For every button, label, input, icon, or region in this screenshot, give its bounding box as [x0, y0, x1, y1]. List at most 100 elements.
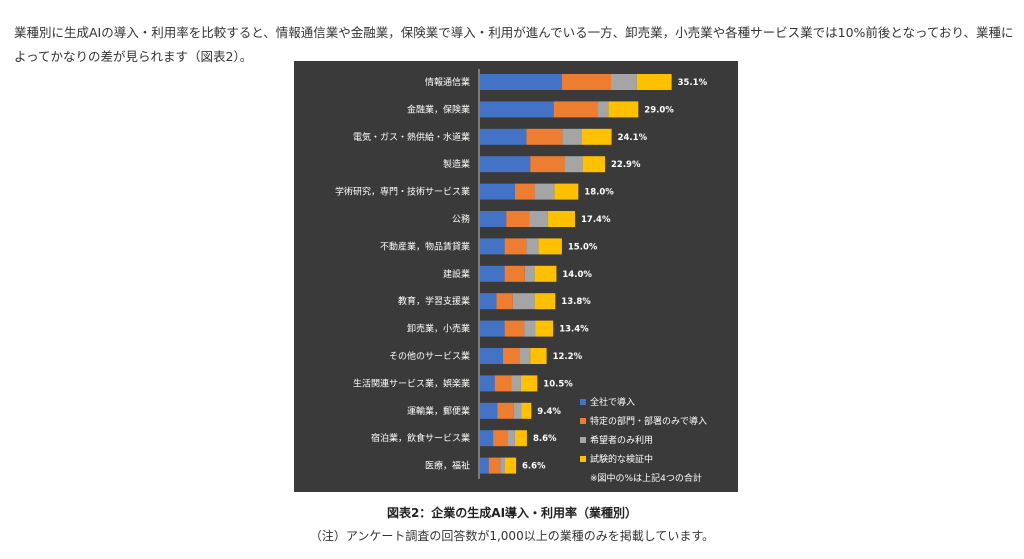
total-label: 9.4% — [537, 407, 561, 417]
total-label: 22.9% — [611, 160, 641, 170]
total-label: 12.2% — [553, 352, 583, 362]
category-label: 製造業 — [443, 158, 470, 170]
bar-segment — [480, 183, 515, 200]
bar-segment — [534, 265, 557, 282]
total-label: 13.4% — [559, 325, 589, 335]
bar-segment — [511, 375, 521, 392]
total-label: 13.8% — [561, 297, 591, 307]
bar-segment — [608, 101, 639, 118]
total-label: 24.1% — [618, 133, 648, 143]
bar-segment — [519, 348, 531, 364]
figure-note: （注）アンケート調査の回答数が1,000以上の業種のみを掲載しています。 — [309, 529, 715, 543]
bar-segment — [480, 156, 531, 173]
bar-segment — [547, 211, 575, 227]
bar-segment — [494, 375, 512, 392]
category-label: 不動産業，物品賃貸業 — [380, 240, 470, 252]
legend-swatch — [580, 437, 586, 443]
bar-segment — [488, 457, 501, 474]
bar-segment — [564, 156, 583, 173]
legend-swatch — [580, 399, 586, 405]
bar-segment — [524, 265, 535, 282]
bar-segment — [514, 183, 535, 200]
bar-segment — [506, 211, 530, 227]
total-labels: 35.1% 29.0% 24.1% 22.9% 18.0% 17.4% 15.0% 14.0%… — [522, 78, 708, 472]
bar-segment — [526, 128, 563, 145]
bar-segment — [597, 101, 609, 118]
bar-segment — [500, 457, 505, 474]
category-label: 学術研究，専門・技術サービス業 — [335, 186, 470, 198]
bar-segment — [538, 238, 562, 255]
bar-segment — [493, 430, 508, 447]
total-label: 18.0% — [584, 188, 614, 198]
bar-segment — [480, 375, 495, 392]
bar-segment — [513, 402, 522, 419]
bar-segment — [507, 430, 515, 447]
legend-note: ※図中の%は上記4つの合計 — [590, 472, 702, 484]
bar-segments — [480, 74, 672, 474]
figure-caption: 図表2：企業の生成AI導入・利用率（業種別） — [386, 506, 638, 520]
chart-panel: 情報通信業 金融業，保険業 電気・ガス・熱供給・水道業 製造業 学術研究，専門・技術サー… — [294, 61, 738, 492]
category-label: 生活関連サービス業，娯楽業 — [353, 377, 470, 389]
total-label: 14.0% — [562, 270, 592, 280]
bar-segment — [535, 320, 554, 337]
bar-segment — [480, 128, 527, 145]
bar-segment — [504, 457, 517, 474]
total-label: 6.6% — [522, 462, 546, 472]
bar-segment — [497, 402, 514, 419]
category-label: 医療，福祉 — [425, 460, 470, 472]
category-label: 卸売業，小売業 — [407, 323, 470, 335]
bar-segment — [512, 293, 535, 310]
total-label: 10.5% — [543, 379, 573, 389]
legend-entry: 特定の部門・部署のみで導入 — [590, 415, 707, 427]
bar-segment — [504, 238, 527, 255]
category-labels: 情報通信業金融業，保険業電気・ガス・熱供給・水道業製造業学術研究，専門・技術サー… — [335, 76, 470, 472]
intro-paragraph: 業種別に生成AIの導入・利用率を比較すると、情報通信業や金融業，保険業で導入・利… — [14, 24, 1014, 64]
total-label: 8.6% — [533, 434, 557, 444]
legend-entry: 試験的な検証中 — [590, 453, 653, 465]
bar-segment — [534, 293, 556, 310]
bar-segment — [480, 320, 505, 337]
bar-segment — [480, 74, 562, 90]
bar-segment — [561, 74, 611, 90]
bar-segment — [480, 265, 505, 282]
bar-segment — [582, 156, 605, 173]
bar-segment — [520, 375, 538, 392]
bar-segment — [526, 238, 539, 255]
category-label: その他のサービス業 — [389, 350, 470, 362]
category-label: 金融業，保険業 — [407, 103, 470, 115]
bar-segment — [514, 430, 527, 447]
bar-segment — [534, 183, 555, 200]
category-label: 情報通信業 — [425, 76, 470, 88]
bar-segment — [504, 320, 525, 337]
bar-segment — [480, 430, 494, 447]
bar-segment — [480, 348, 503, 364]
bar-segment — [521, 402, 532, 419]
bar-segment — [581, 128, 612, 145]
bar-segment — [524, 320, 536, 337]
category-label: 建設業 — [443, 268, 470, 280]
category-label: 公務 — [452, 213, 470, 225]
bar-segment — [480, 238, 505, 255]
legend-entry: 希望者のみ利用 — [590, 434, 653, 446]
category-label: 宿泊業，飲食サービス業 — [371, 432, 470, 444]
total-label: 29.0% — [644, 105, 674, 115]
legend-swatch — [580, 418, 586, 424]
legend-entry: 全社で導入 — [590, 396, 635, 408]
total-label: 35.1% — [678, 78, 708, 88]
bar-segment — [554, 183, 579, 200]
bar-segment — [530, 156, 565, 173]
category-label: 教育，学習支援業 — [398, 295, 470, 307]
bar-segment — [480, 293, 497, 310]
bar-segment — [480, 211, 507, 227]
bar-segment — [562, 128, 582, 145]
total-label: 17.4% — [581, 215, 611, 225]
bar-segment — [529, 211, 548, 227]
bar-segment — [480, 101, 554, 118]
bar-segment — [530, 348, 547, 364]
bar-segment — [496, 293, 513, 310]
stacked-bar-chart: 情報通信業金融業，保険業電気・ガス・熱供給・水道業製造業学術研究，専門・技術サー… — [335, 69, 708, 484]
bar-segment — [504, 265, 525, 282]
bar-segment — [502, 348, 520, 364]
category-label: 運輸業，郵便業 — [407, 405, 470, 417]
